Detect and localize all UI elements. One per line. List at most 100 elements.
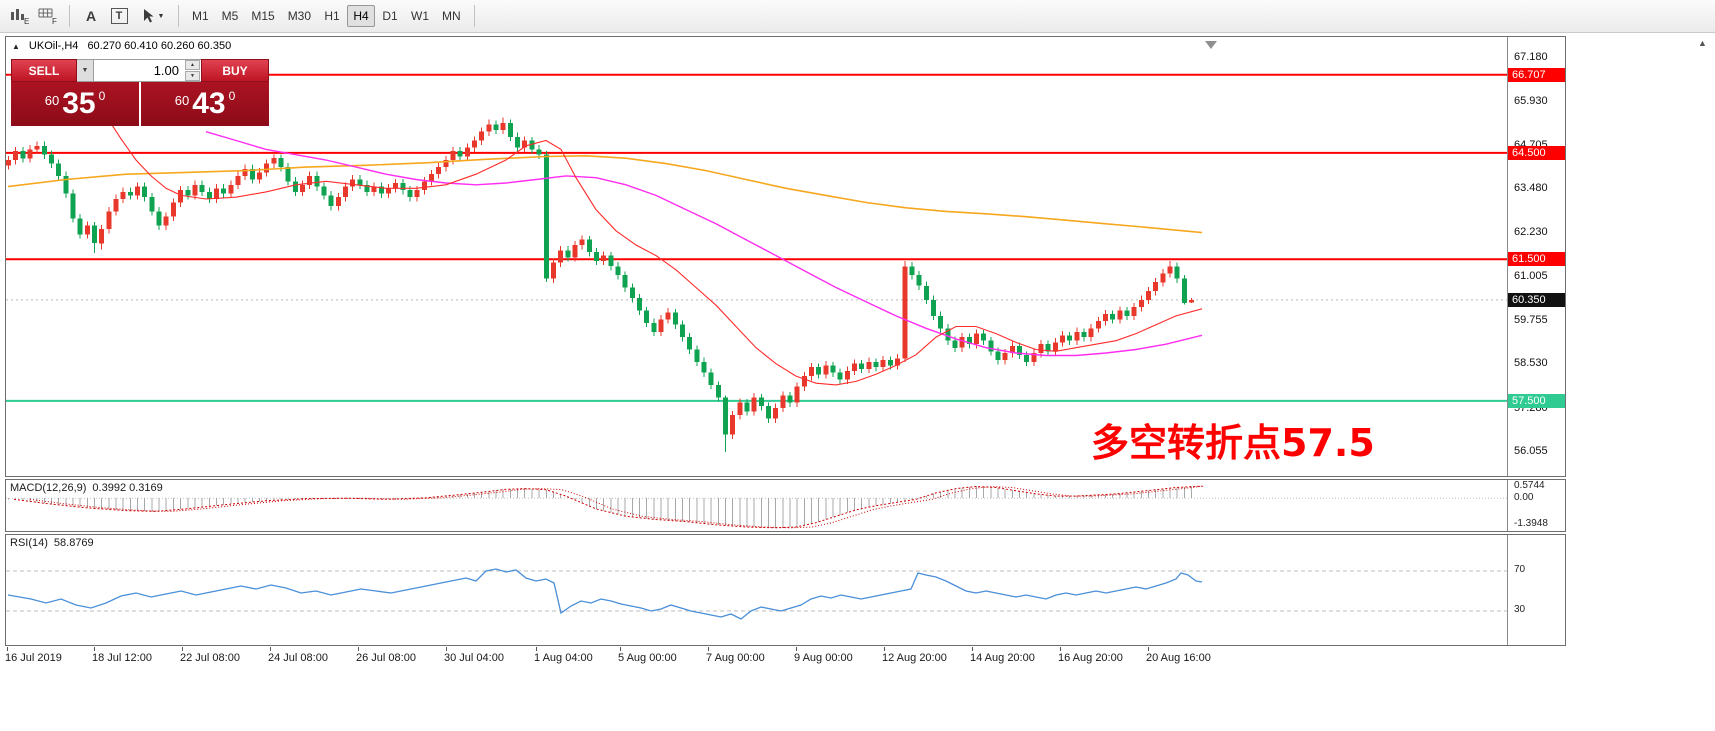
buy-price-pips: 43	[192, 87, 226, 120]
buy-price-display[interactable]: 60 43 0	[141, 82, 269, 126]
price-tick-label: 61.005	[1514, 269, 1548, 282]
price-axis-separator	[1507, 37, 1508, 476]
chart-e-icon: E	[11, 9, 29, 25]
volume-input[interactable]	[94, 60, 201, 81]
time-tick	[972, 647, 973, 651]
timeframe-d1[interactable]: D1	[382, 9, 398, 23]
text-label-tool-button[interactable]: A	[77, 3, 105, 29]
macd-axis-zero: 0.00	[1514, 492, 1534, 503]
volume-decrement-button[interactable]: ▼	[185, 71, 200, 81]
rsi-level-30: 30	[1514, 604, 1526, 615]
rsi-canvas[interactable]	[6, 535, 1565, 645]
price-tick-label: 59.755	[1514, 313, 1548, 326]
timeframe-m5[interactable]: M5	[221, 9, 239, 23]
buy-button[interactable]: BUY	[201, 59, 269, 82]
volume-field-wrap: ▲ ▼	[94, 59, 201, 82]
svg-text:F: F	[52, 17, 57, 25]
cursor-tool-button[interactable]: ▼	[133, 3, 171, 29]
text-box-tool-button[interactable]: T	[105, 3, 133, 29]
time-label: 7 Aug 00:00	[706, 652, 765, 664]
time-label: 12 Aug 20:00	[882, 652, 947, 664]
sell-price-whole: 60	[44, 93, 60, 108]
macd-canvas[interactable]	[6, 480, 1565, 531]
volume-dropdown-button[interactable]: ▼	[77, 59, 94, 82]
ohlc-values: 60.270 60.410 60.260 60.350	[87, 40, 232, 52]
timeframe-w1[interactable]: W1	[411, 9, 430, 23]
scroll-up-icon[interactable]: ▲	[1698, 38, 1707, 48]
rsi-label: RSI(14) 58.8769	[10, 537, 94, 549]
time-label: 22 Jul 08:00	[180, 652, 240, 664]
time-label: 16 Aug 20:00	[1058, 652, 1123, 664]
time-label: 30 Jul 04:00	[444, 652, 504, 664]
time-axis[interactable]: 16 Jul 2019 18 Jul 12:00 22 Jul 08:00 24 Ju…	[5, 647, 1566, 667]
one-click-collapse-icon[interactable]: ▲	[12, 41, 20, 51]
time-tick	[182, 647, 183, 651]
toolbar-separator	[178, 5, 179, 27]
price-chart-canvas[interactable]	[6, 37, 1565, 476]
time-tick	[270, 647, 271, 651]
price-tick-label: 63.480	[1514, 182, 1548, 195]
toolbar: E F A T ▼ M1 M5 M15 M30 H1 H4 D1 W1 MN	[0, 0, 1715, 33]
time-label: 14 Aug 20:00	[970, 652, 1035, 664]
price-tick-label: 67.180	[1514, 51, 1548, 63]
macd-axis-max: 0.5744	[1514, 480, 1545, 491]
chart-e-tool-button[interactable]: E	[6, 3, 34, 29]
price-level-badge: 66.707	[1508, 67, 1565, 82]
chevron-down-icon: ▼	[157, 12, 165, 20]
price-tick-label: 65.930	[1514, 95, 1548, 108]
sell-price-point: 0	[98, 89, 106, 103]
time-label: 26 Jul 08:00	[356, 652, 416, 664]
time-tick	[358, 647, 359, 651]
macd-values: 0.3992 0.3169	[92, 482, 163, 494]
price-tick-label: 58.530	[1514, 357, 1548, 370]
boxed-t-icon: T	[110, 8, 128, 24]
macd-axis-min: -1.3948	[1514, 518, 1548, 529]
timeframe-m30[interactable]: M30	[287, 9, 312, 23]
volume-increment-button[interactable]: ▲	[185, 60, 200, 70]
svg-text:E: E	[24, 17, 29, 25]
timeframe-h4[interactable]: H4	[347, 5, 376, 27]
timeframe-mn[interactable]: MN	[442, 9, 461, 23]
chart-title: ▲ UKOil-,H4 60.270 60.410 60.260 60.350	[12, 40, 231, 52]
macd-label: MACD(12,26,9) 0.3992 0.3169	[10, 482, 163, 494]
chevron-down-icon: ▼	[81, 67, 89, 74]
price-level-badge: 57.500	[1508, 393, 1565, 408]
grid-f-tool-button[interactable]: F	[34, 3, 62, 29]
time-tick	[1060, 647, 1061, 651]
time-label: 18 Jul 12:00	[92, 652, 152, 664]
one-click-trading-panel: SELL ▼ ▲ ▼ BUY 60 35 0 60 43 0	[11, 59, 269, 126]
grid-f-icon: F	[38, 8, 57, 25]
symbol-period-label: UKOil-,H4	[28, 40, 79, 52]
toolbar-separator	[69, 5, 70, 27]
current-price-badge: 60.350	[1508, 292, 1565, 307]
price-tick-label: 56.055	[1514, 445, 1548, 458]
time-tick	[94, 647, 95, 651]
sell-price-display[interactable]: 60 35 0	[11, 82, 139, 126]
time-tick	[796, 647, 797, 651]
sell-price-pips: 35	[62, 87, 96, 120]
timeframe-h1[interactable]: H1	[324, 9, 340, 23]
time-tick	[620, 647, 621, 651]
time-tick	[536, 647, 537, 651]
time-label: 1 Aug 04:00	[534, 652, 593, 664]
timeframe-m1[interactable]: M1	[192, 9, 209, 23]
timeframe-m15[interactable]: M15	[251, 9, 275, 23]
buy-price-whole: 60	[174, 93, 190, 108]
time-tick	[708, 647, 709, 651]
price-level-badge: 61.500	[1508, 252, 1565, 267]
time-label: 20 Aug 16:00	[1146, 652, 1211, 664]
price-tick-label: 62.230	[1514, 226, 1548, 239]
letter-a-icon: A	[85, 8, 97, 24]
toolbar-separator	[473, 5, 475, 27]
cursor-icon	[143, 9, 154, 23]
time-label: 5 Aug 00:00	[618, 652, 677, 664]
timeframe-group: M1 M5 M15 M30 H1 H4 D1 W1 MN	[186, 5, 467, 27]
time-tick	[7, 647, 8, 651]
main-chart-panel: ▲ UKOil-,H4 60.270 60.410 60.260 60.350 …	[5, 36, 1566, 477]
rsi-panel: RSI(14) 58.8769 70 30	[5, 534, 1566, 646]
price-axis-separator	[1507, 480, 1508, 531]
buy-price-point: 0	[228, 89, 236, 103]
time-label: 16 Jul 2019	[5, 652, 62, 664]
sell-button[interactable]: SELL	[11, 59, 77, 82]
